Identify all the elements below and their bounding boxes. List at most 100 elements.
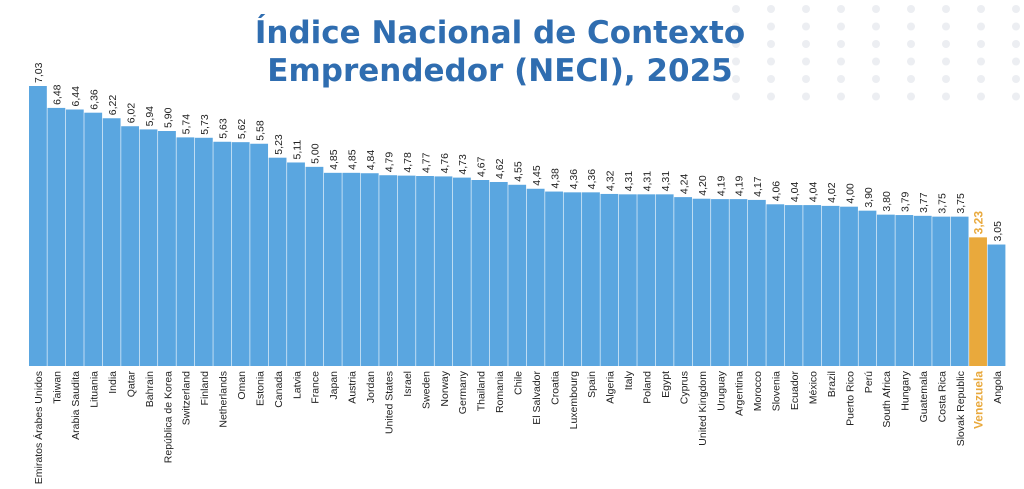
bar-sweden xyxy=(416,176,434,366)
bar-lituania xyxy=(84,112,103,366)
decorative-dot xyxy=(732,22,740,31)
value-label: 6,22 xyxy=(107,95,119,116)
value-label: 4,36 xyxy=(586,169,598,190)
category-label: Switzerland xyxy=(181,371,193,425)
category-label: Qatar xyxy=(125,371,137,398)
decorative-dot xyxy=(802,57,810,66)
bar-india xyxy=(102,118,121,366)
decorative-dot xyxy=(732,92,740,101)
value-label: 4,04 xyxy=(807,181,819,202)
decorative-dot xyxy=(1012,92,1020,101)
bar-arabia-saudita xyxy=(65,109,84,366)
bar-romania xyxy=(489,181,508,366)
category-label: Egypt xyxy=(660,371,672,398)
decorative-dot xyxy=(977,75,985,83)
value-label: 5,74 xyxy=(181,114,193,135)
decorative-dot xyxy=(802,92,810,101)
value-label: 4,85 xyxy=(328,149,340,170)
decorative-dot xyxy=(802,22,810,31)
bar-israel xyxy=(397,175,416,366)
category-label: Romania xyxy=(494,371,506,413)
value-label: 4,02 xyxy=(826,182,838,203)
value-label: 6,48 xyxy=(52,84,64,105)
value-label: 7,03 xyxy=(33,62,45,83)
bar-oman xyxy=(231,142,250,366)
value-label: 4,67 xyxy=(476,156,488,177)
decorative-dot xyxy=(767,57,775,66)
value-label: 4,20 xyxy=(697,175,709,196)
decorative-dot xyxy=(732,57,740,66)
category-label: Puerto Rico xyxy=(844,371,856,426)
category-label: Perú xyxy=(863,371,875,393)
category-label: France xyxy=(310,371,322,404)
chart-title-line-2: Emprendedor (NECI), 2025 xyxy=(267,53,733,89)
value-label: 5,58 xyxy=(254,120,266,141)
category-label: Taiwan xyxy=(52,371,64,404)
bar-united-states xyxy=(379,175,398,366)
bar-brazil xyxy=(821,205,840,366)
value-label: 4,31 xyxy=(660,171,672,192)
value-label: 5,00 xyxy=(310,143,322,164)
value-label: 3,80 xyxy=(881,191,893,212)
value-label: 4,45 xyxy=(531,165,543,186)
bar-rep-blica-de-korea xyxy=(158,131,176,366)
decorative-dot xyxy=(802,40,810,48)
bar-uruguay xyxy=(711,199,729,366)
category-label: Luxembourg xyxy=(568,371,580,430)
value-label: 5,63 xyxy=(218,118,230,139)
decorative-dot xyxy=(977,57,985,66)
category-label: Morocco xyxy=(752,371,764,411)
bar-estonia xyxy=(250,143,269,366)
bar-south-africa xyxy=(876,214,895,366)
category-label: Venezuela xyxy=(971,371,985,429)
value-label: 3,77 xyxy=(918,192,930,213)
bar-angola xyxy=(987,244,1006,366)
category-label: Brazil xyxy=(826,371,838,397)
bar-el-salvador xyxy=(526,188,545,366)
category-label: United Kingdom xyxy=(697,371,709,446)
bar-hungary xyxy=(895,215,914,366)
category-label: Japan xyxy=(328,371,340,400)
bar-austria xyxy=(342,172,361,366)
category-label: South Africa xyxy=(881,371,893,428)
bar-costa-rica xyxy=(932,216,951,366)
bar-netherlands xyxy=(213,141,232,366)
bar-finland xyxy=(194,137,213,366)
bar-emiratos-rabes-unidos xyxy=(29,86,47,366)
decorative-dot xyxy=(942,75,950,83)
value-label: 4,04 xyxy=(789,181,801,202)
bar-argentina xyxy=(729,199,748,366)
category-label: Oman xyxy=(236,371,248,400)
value-label: 5,62 xyxy=(236,119,248,140)
value-label: 5,11 xyxy=(291,140,303,160)
category-label: Thailand xyxy=(476,371,488,411)
value-label: 4,79 xyxy=(383,152,395,173)
bar-united-kingdom xyxy=(692,198,711,366)
value-label: 4,24 xyxy=(678,174,690,195)
bar-morocco xyxy=(747,199,766,366)
bar-switzerland xyxy=(176,137,195,366)
category-label: Guatemala xyxy=(918,371,930,423)
bar-spain xyxy=(582,192,600,366)
decorative-dot xyxy=(907,75,915,83)
bar-luxembourg xyxy=(563,192,582,366)
decorative-dot xyxy=(977,22,985,31)
value-label: 4,85 xyxy=(347,149,359,170)
bar-chile xyxy=(508,184,527,366)
bar-slovak-republic xyxy=(950,216,969,366)
category-label: Estonia xyxy=(254,371,266,406)
category-label: Germany xyxy=(457,370,469,414)
category-label: México xyxy=(807,371,819,404)
value-label: 5,73 xyxy=(199,114,211,135)
category-label: Emiratos Árabes Unidos xyxy=(32,371,45,484)
decorative-dot xyxy=(837,57,845,66)
decorative-dot xyxy=(942,57,950,66)
bar-puerto-rico xyxy=(840,206,858,366)
value-label: 4,00 xyxy=(844,183,856,204)
category-label: El Salvador xyxy=(531,371,543,425)
category-label: República de Korea xyxy=(162,371,174,463)
bar-thailand xyxy=(471,180,490,366)
bar-norway xyxy=(434,176,453,366)
decorative-dot xyxy=(837,22,845,31)
